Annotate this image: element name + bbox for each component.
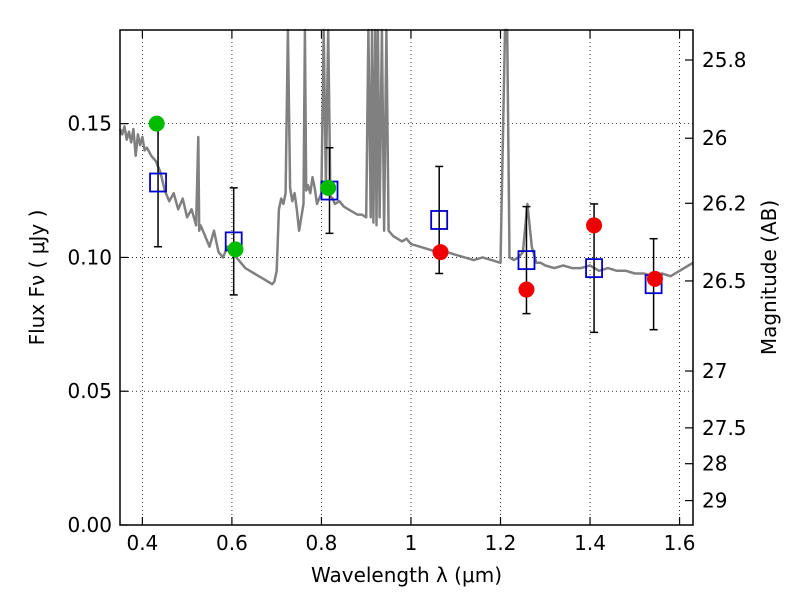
y-tick-label: 0.10: [67, 245, 112, 269]
x-tick-label: 0.6: [216, 531, 248, 555]
green-points: [148, 115, 337, 258]
y2-tick-label: 29: [702, 489, 727, 513]
x-tick-label: 1.4: [574, 531, 606, 555]
red-point: [646, 270, 663, 287]
y2-tick-label: 26.5: [702, 269, 747, 293]
green-point: [227, 241, 244, 258]
y2-tick-label: 26: [702, 126, 727, 150]
y-tick-label: 0.15: [67, 112, 112, 136]
axis-ticks: 0.4 0.6 0.8 1 1.2 1.4 1.6 0.00 0.05 0.10 0.15 25.8 2…: [67, 30, 747, 555]
y2-tick-label: 28: [702, 452, 727, 476]
y2-tick-label: 27.5: [702, 416, 747, 440]
y-axis-label: Flux Fν ( μJy ): [25, 210, 49, 346]
x-tick-label: 0.8: [306, 531, 338, 555]
y2-tick-label: 25.8: [702, 48, 747, 72]
y-tick-label: 0.05: [67, 379, 112, 403]
observed-square: [430, 210, 449, 230]
x-tick-label: 1.6: [664, 531, 696, 555]
y-tick-label: 0.00: [67, 513, 112, 537]
grid: [120, 30, 693, 526]
model-spectrum: [118, 28, 694, 286]
observed-points: [149, 172, 663, 295]
plot-frame: [119, 29, 694, 526]
observed-square: [517, 250, 536, 271]
x-tick-label: 1: [405, 531, 418, 555]
x-tick-label: 1.2: [485, 531, 517, 555]
y2-tick-label: 27: [702, 359, 727, 383]
model-line: [118, 28, 694, 286]
green-point: [320, 179, 337, 196]
red-point: [432, 244, 449, 261]
error-bars: [154, 117, 658, 334]
y2-axis-label: Magnitude (AB): [757, 200, 781, 355]
observed-square: [585, 258, 603, 279]
red-points: [432, 217, 663, 298]
x-tick-label: 0.4: [126, 531, 158, 555]
observed-square: [149, 172, 167, 193]
y2-tick-label: 26.2: [702, 191, 747, 215]
green-point: [148, 115, 165, 132]
red-point: [518, 281, 535, 298]
red-point: [586, 217, 603, 234]
x-axis-label: Wavelength λ (μm): [311, 563, 502, 587]
